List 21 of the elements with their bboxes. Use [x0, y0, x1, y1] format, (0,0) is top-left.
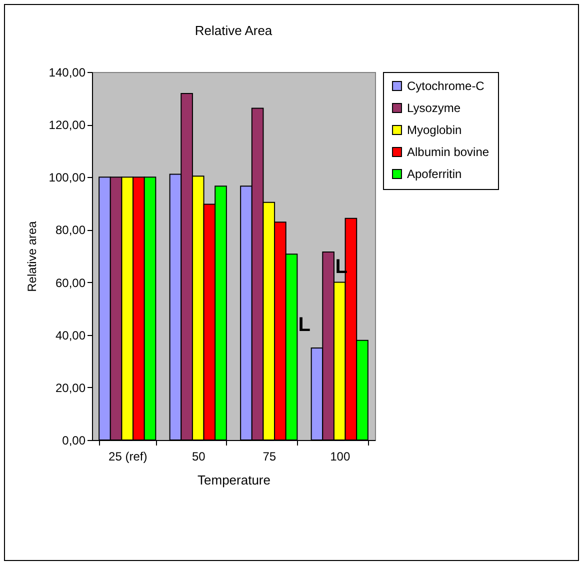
y-tick-label: 40,00	[55, 328, 86, 342]
annotation: L	[298, 314, 310, 336]
y-tick-label: 100,00	[48, 170, 86, 185]
legend-label: Myoglobin	[407, 123, 462, 137]
legend-label: Cytochrome-C	[407, 79, 485, 93]
legend-label: Lysozyme	[407, 101, 461, 115]
y-tick-label: 80,00	[55, 223, 86, 238]
chart-title: Relative Area	[194, 23, 273, 38]
x-tick-label: 50	[192, 450, 206, 464]
y-tick-label: 0,00	[62, 434, 86, 448]
y-axis-title: Relative area	[24, 220, 39, 292]
y-tick-label: 140,00	[48, 66, 86, 80]
legend-label: Albumin bovine	[407, 145, 490, 159]
x-tick-label: 100	[330, 450, 350, 464]
x-tick-label: 75	[262, 450, 276, 464]
x-tick-label: 25 (ref)	[108, 450, 148, 464]
y-tick-label: 120,00	[48, 118, 86, 132]
x-axis-title: Temperature	[198, 472, 270, 488]
y-tick-label: 20,00	[55, 380, 86, 395]
y-tick-label: 60,00	[55, 276, 86, 290]
legend-label: Apoferritin	[407, 167, 462, 181]
